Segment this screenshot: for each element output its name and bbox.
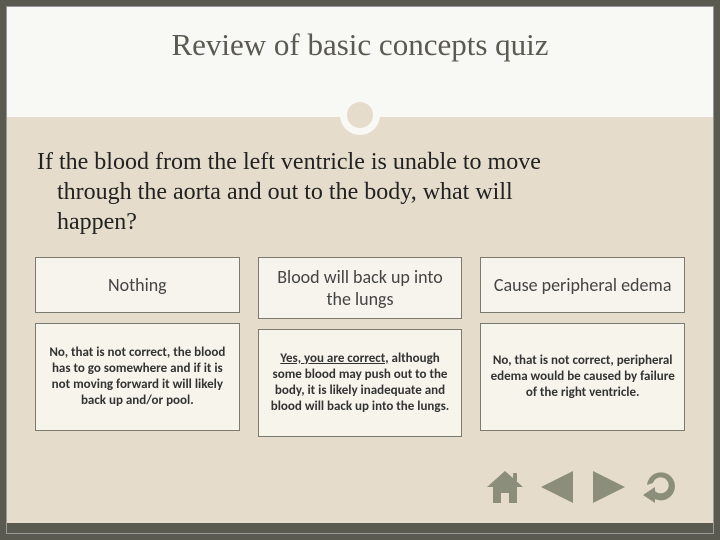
answer-label: Nothing (108, 274, 167, 296)
feedback-text: Yes, you are correct, although some bloo… (265, 351, 456, 416)
question-line: through the aorta and out to the body, w… (57, 177, 683, 207)
home-icon[interactable] (485, 469, 525, 505)
feedback-panel: Yes, you are correct, although some bloo… (258, 329, 463, 437)
answer-column: Nothing No, that is not correct, the blo… (35, 257, 240, 437)
feedback-panel: No, that is not correct, peripheral edem… (480, 323, 685, 431)
answer-option-lungs[interactable]: Blood will back up into the lungs (258, 257, 463, 319)
slide: Review of basic concepts quiz If the blo… (6, 6, 714, 534)
prev-icon[interactable] (537, 469, 577, 505)
page-title: Review of basic concepts quiz (7, 27, 713, 63)
title-circle-decoration (340, 95, 380, 135)
feedback-lead: Yes, you are correct, (280, 351, 388, 366)
answers-row: Nothing No, that is not correct, the blo… (35, 257, 685, 437)
feedback-panel: No, that is not correct, the blood has t… (35, 323, 240, 431)
next-icon[interactable] (589, 469, 629, 505)
answer-label: Blood will back up into the lungs (265, 266, 456, 310)
answer-option-edema[interactable]: Cause peripheral edema (480, 257, 685, 313)
return-icon[interactable] (641, 469, 685, 505)
feedback-text: No, that is not correct, peripheral edem… (487, 353, 678, 402)
answer-column: Cause peripheral edema No, that is not c… (480, 257, 685, 437)
question-line: happen? (57, 207, 683, 237)
nav-controls (485, 469, 685, 505)
bottom-accent-bar (7, 523, 713, 533)
question-line: If the blood from the left ventricle is … (37, 149, 541, 175)
answer-label: Cause peripheral edema (494, 274, 672, 296)
answer-option-nothing[interactable]: Nothing (35, 257, 240, 313)
question-text: If the blood from the left ventricle is … (37, 147, 683, 237)
answer-column: Blood will back up into the lungs Yes, y… (258, 257, 463, 437)
feedback-text: No, that is not correct, the blood has t… (42, 345, 233, 410)
